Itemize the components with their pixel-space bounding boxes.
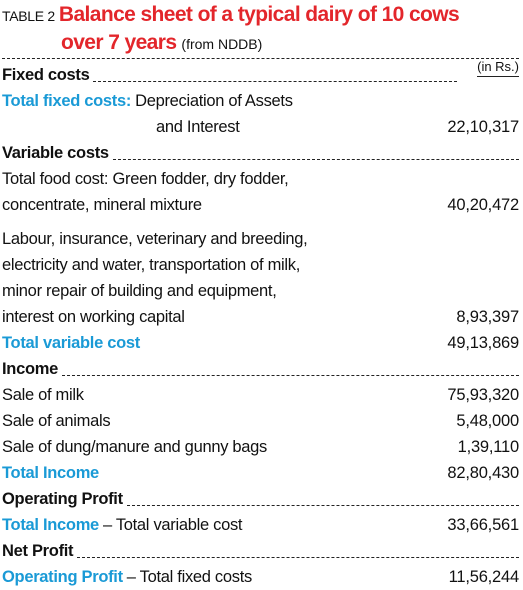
row-value: 11,56,244 xyxy=(448,568,520,586)
row-text: Sale of dung/manure and gunny bags xyxy=(2,438,268,456)
row-text: interest on working capital xyxy=(2,308,185,326)
row-line: Total Income – Total variable cost xyxy=(2,512,242,538)
row-line: Operating Profit – Total fixed costs xyxy=(2,564,252,590)
row-lead: Total Income xyxy=(2,464,99,482)
row-line: Sale of animals xyxy=(2,408,111,434)
heading-text: Operating Profit xyxy=(2,490,123,508)
heading-text: Net Profit xyxy=(2,542,74,560)
section-heading: Variable costs xyxy=(2,140,519,166)
divider xyxy=(77,557,519,558)
unit-label: (in Rs.) xyxy=(477,58,519,77)
row-line: Sale of milk xyxy=(2,382,84,408)
row-value: 22,10,317 xyxy=(447,118,519,136)
row-line: interest on working capital xyxy=(2,304,185,330)
divider xyxy=(126,505,519,506)
row-text: Labour, insurance, veterinary and breedi… xyxy=(2,230,308,248)
row-line: Total fixed costs: Depreciation of Assets xyxy=(2,88,293,114)
table-title: over 7 years xyxy=(61,31,177,54)
row-text: – Total variable cost xyxy=(102,516,243,534)
section-heading: Net Profit xyxy=(2,538,519,564)
section-heading: Income xyxy=(2,356,519,382)
row-line: electricity and water, transportation of… xyxy=(2,252,300,278)
row-line: concentrate, mineral mixture xyxy=(2,192,202,218)
row-value: 33,66,561 xyxy=(447,516,519,534)
row-value: 40,20,472 xyxy=(447,196,519,214)
row-text: Total food cost: Green fodder, dry fodde… xyxy=(2,170,289,188)
row-text: concentrate, mineral mixture xyxy=(2,196,202,214)
table-title: Balance sheet of a typical dairy of 10 c… xyxy=(58,3,460,26)
row-lead: Operating Profit xyxy=(2,568,123,586)
divider xyxy=(112,159,519,160)
divider xyxy=(2,58,519,59)
row-value: 49,13,869 xyxy=(447,334,519,352)
row-value: 5,48,000 xyxy=(456,412,519,430)
row-lead: Total Income xyxy=(2,516,99,534)
divider xyxy=(93,81,457,82)
heading-text: Fixed costs xyxy=(2,66,90,84)
section-heading: Fixed costs xyxy=(2,62,519,88)
section-heading: Operating Profit xyxy=(2,486,519,512)
row-lead: Total fixed costs: xyxy=(2,92,132,110)
row-lead: Total variable cost xyxy=(2,334,140,352)
row-text: Depreciation of Assets xyxy=(135,92,293,110)
row-text: Sale of animals xyxy=(2,412,111,430)
row-line: Sale of dung/manure and gunny bags xyxy=(2,434,267,460)
row-text: – Total fixed costs xyxy=(126,568,252,586)
row-line: minor repair of building and equipment, xyxy=(2,278,277,304)
row-line: Total food cost: Green fodder, dry fodde… xyxy=(2,166,289,192)
row-line: Total Income xyxy=(2,460,99,486)
row-value: 8,93,397 xyxy=(456,308,519,326)
title-line: TABLE 2 Balance sheet of a typical dairy … xyxy=(2,0,460,30)
heading-text: Variable costs xyxy=(2,144,109,162)
title-line: over 7 years (from NDDB) xyxy=(61,28,262,58)
row-text: electricity and water, transportation of… xyxy=(2,256,301,274)
table-label: TABLE 2 xyxy=(2,8,55,24)
row-line: Labour, insurance, veterinary and breedi… xyxy=(2,226,308,252)
heading-text: Income xyxy=(2,360,58,378)
row-text: minor repair of building and equipment, xyxy=(2,282,277,300)
row-value: 1,39,110 xyxy=(457,438,520,456)
row-text: Sale of milk xyxy=(2,386,84,404)
row-value: 82,80,430 xyxy=(447,464,519,482)
row-line: and Interest xyxy=(156,114,240,140)
source: (from NDDB) xyxy=(181,36,263,52)
divider xyxy=(61,375,519,376)
row-line: Total variable cost xyxy=(2,330,140,356)
row-value: 75,93,320 xyxy=(447,386,519,404)
row-text: and Interest xyxy=(156,118,240,136)
